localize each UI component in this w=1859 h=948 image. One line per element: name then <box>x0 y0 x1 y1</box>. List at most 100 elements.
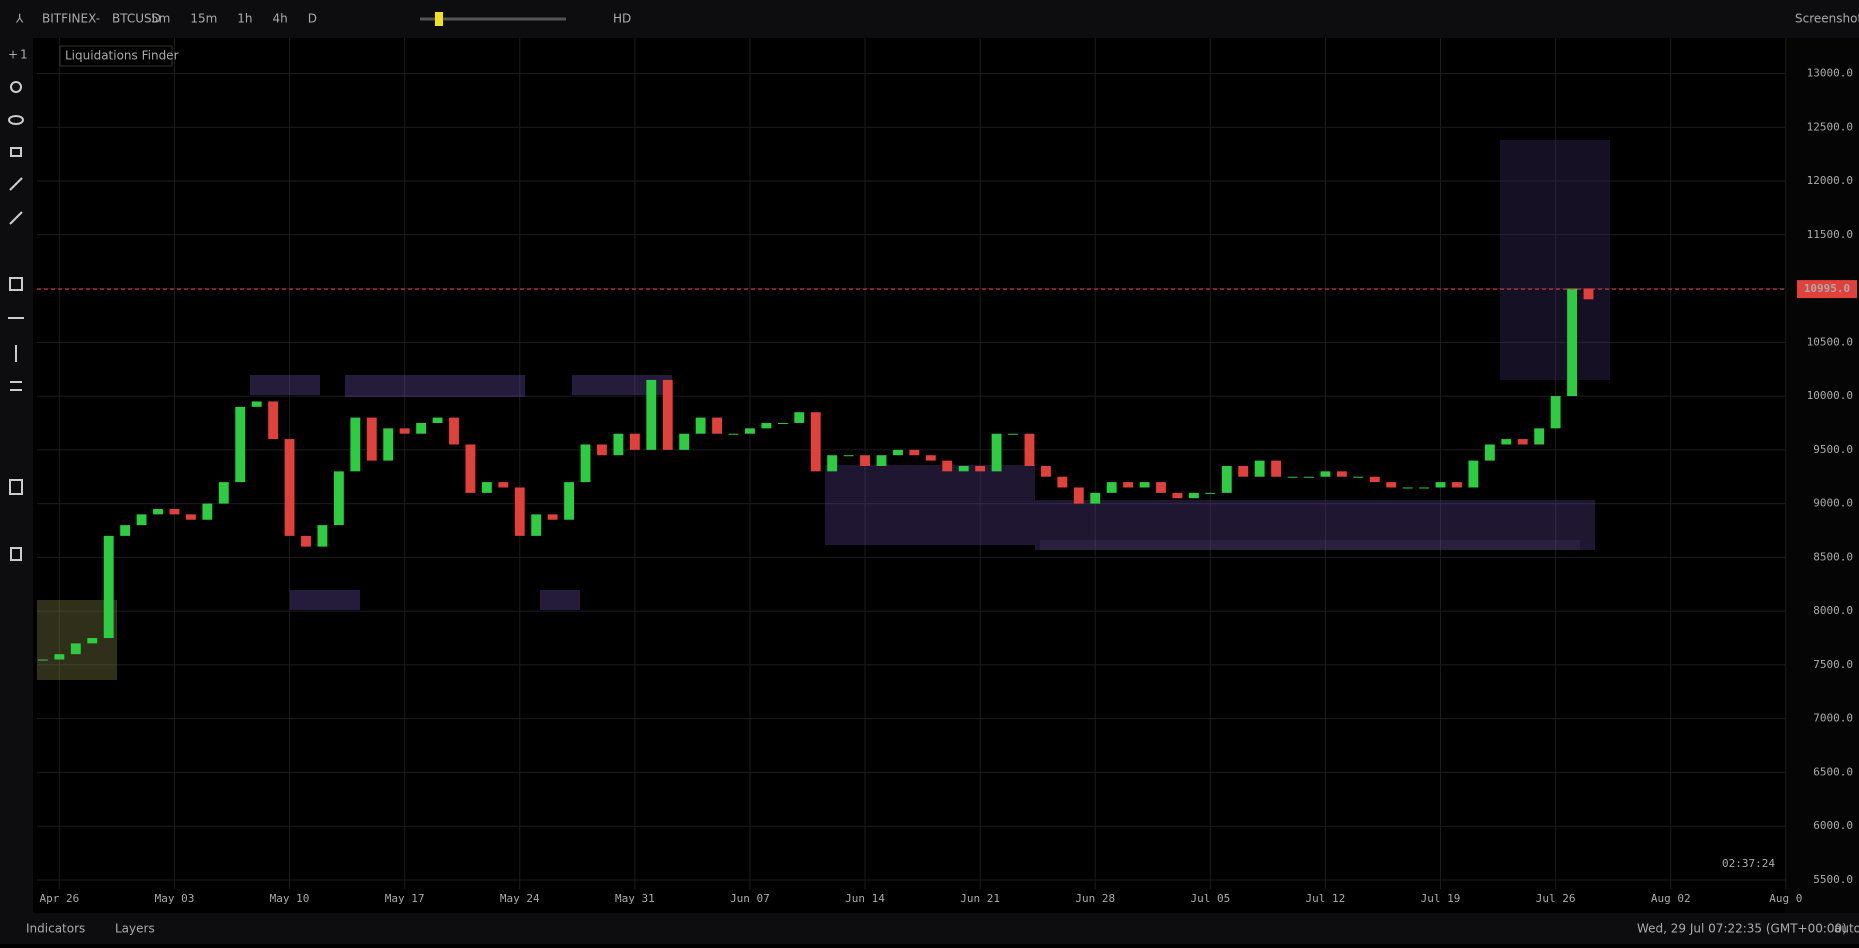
indicator-label[interactable]: Liquidations Finder <box>65 49 179 63</box>
x-tick-label: Aug 02 <box>1651 892 1691 905</box>
last-price-tag <box>1797 280 1857 299</box>
candle <box>1550 396 1561 429</box>
candle <box>1336 471 1347 477</box>
candle <box>103 535 114 639</box>
candle <box>1156 482 1166 493</box>
candle <box>218 482 229 504</box>
slider-thumb[interactable] <box>435 12 443 26</box>
x-tick-label: May 31 <box>615 892 655 905</box>
x-tick-label: Jul 26 <box>1536 892 1576 905</box>
timeframe[interactable]: D <box>308 12 317 26</box>
left-bar <box>0 38 33 913</box>
candle <box>1419 487 1430 489</box>
cross-icon[interactable]: + <box>8 48 18 62</box>
candle <box>366 417 377 461</box>
candle <box>975 465 986 472</box>
indicator-box[interactable] <box>59 45 173 67</box>
candle <box>1123 482 1134 488</box>
candle <box>1057 476 1068 488</box>
x-tick-label: May 24 <box>500 892 540 905</box>
candle <box>136 514 147 526</box>
quote[interactable]: USD <box>135 12 161 26</box>
candle <box>1517 439 1528 445</box>
candle <box>909 449 920 456</box>
timeframe[interactable]: 1h <box>237 12 252 26</box>
timeframe[interactable]: 5m <box>151 12 170 26</box>
candle <box>514 487 525 536</box>
candle <box>1221 465 1232 493</box>
candle <box>251 401 262 407</box>
candle <box>416 422 427 434</box>
candle <box>531 514 542 536</box>
candle <box>54 654 65 660</box>
timeframe[interactable]: 15m <box>190 12 217 26</box>
candle <box>613 433 624 456</box>
candle <box>1073 487 1084 504</box>
candle <box>1468 460 1479 488</box>
candle <box>70 643 81 655</box>
x-tick-label: May 10 <box>270 892 310 905</box>
indicators-button[interactable]: Indicators <box>26 922 85 936</box>
candle <box>1024 433 1035 466</box>
y-tick-label: 8000.0 <box>1813 604 1853 617</box>
auto-toggle[interactable]: auto <box>1834 922 1859 936</box>
candle <box>745 428 755 434</box>
y-tick-label: 5500.0 <box>1813 873 1853 886</box>
candle <box>153 508 163 515</box>
bottom-bar <box>0 913 1859 944</box>
candle <box>1304 476 1314 478</box>
y-tick-label: 9500.0 <box>1813 443 1853 456</box>
y-tick-label: 12000.0 <box>1807 174 1853 187</box>
hd-toggle[interactable]: HD <box>613 12 631 26</box>
candle <box>1172 492 1183 499</box>
candle <box>777 422 788 424</box>
cross-count[interactable]: 1 <box>20 48 28 62</box>
timeframe[interactable]: 4h <box>273 12 288 26</box>
candle <box>991 433 1002 472</box>
candle <box>1386 482 1397 488</box>
candle <box>1369 476 1380 483</box>
candle <box>580 444 591 483</box>
candle <box>1583 288 1594 300</box>
y-tick-label: 9000.0 <box>1813 497 1853 510</box>
candle <box>87 638 98 644</box>
x-tick-label: Jun 28 <box>1075 892 1115 905</box>
candle <box>712 417 722 434</box>
candle <box>1567 288 1578 397</box>
candle <box>1040 465 1051 477</box>
candle <box>235 406 246 483</box>
candle <box>794 412 805 423</box>
screenshot-button[interactable]: Screenshot <box>1795 12 1859 26</box>
candle <box>399 428 410 434</box>
candle <box>1353 476 1364 478</box>
exchange[interactable]: BITFINEX- <box>42 12 100 26</box>
candle <box>695 417 706 434</box>
x-tick-label: Jun 07 <box>730 892 770 905</box>
candle <box>810 412 821 472</box>
x-tick-label: Jul 12 <box>1306 892 1346 905</box>
candle <box>1205 492 1216 494</box>
candle <box>1139 482 1150 488</box>
candle <box>860 455 870 466</box>
candle <box>202 503 213 520</box>
x-tick-label: Jun 14 <box>845 892 885 905</box>
candle <box>646 379 657 450</box>
logo[interactable]: ⅄ <box>15 12 24 26</box>
tool-icons[interactable] <box>8 81 24 561</box>
candle <box>1090 492 1101 504</box>
x-tick-label: Aug 0 <box>1769 892 1802 905</box>
candle <box>597 444 607 456</box>
y-tick-label: 11500.0 <box>1807 228 1853 241</box>
candle <box>925 455 936 461</box>
candle <box>1271 460 1282 477</box>
layers-button[interactable]: Layers <box>115 922 155 936</box>
candle <box>1435 482 1446 488</box>
candle <box>1106 482 1117 493</box>
base[interactable]: BTC <box>112 12 135 26</box>
candle <box>383 428 394 461</box>
y-tick-label: 6500.0 <box>1813 765 1853 778</box>
heatmap <box>37 140 1610 680</box>
y-tick-label: 13000.0 <box>1807 66 1853 79</box>
candle <box>843 455 854 457</box>
